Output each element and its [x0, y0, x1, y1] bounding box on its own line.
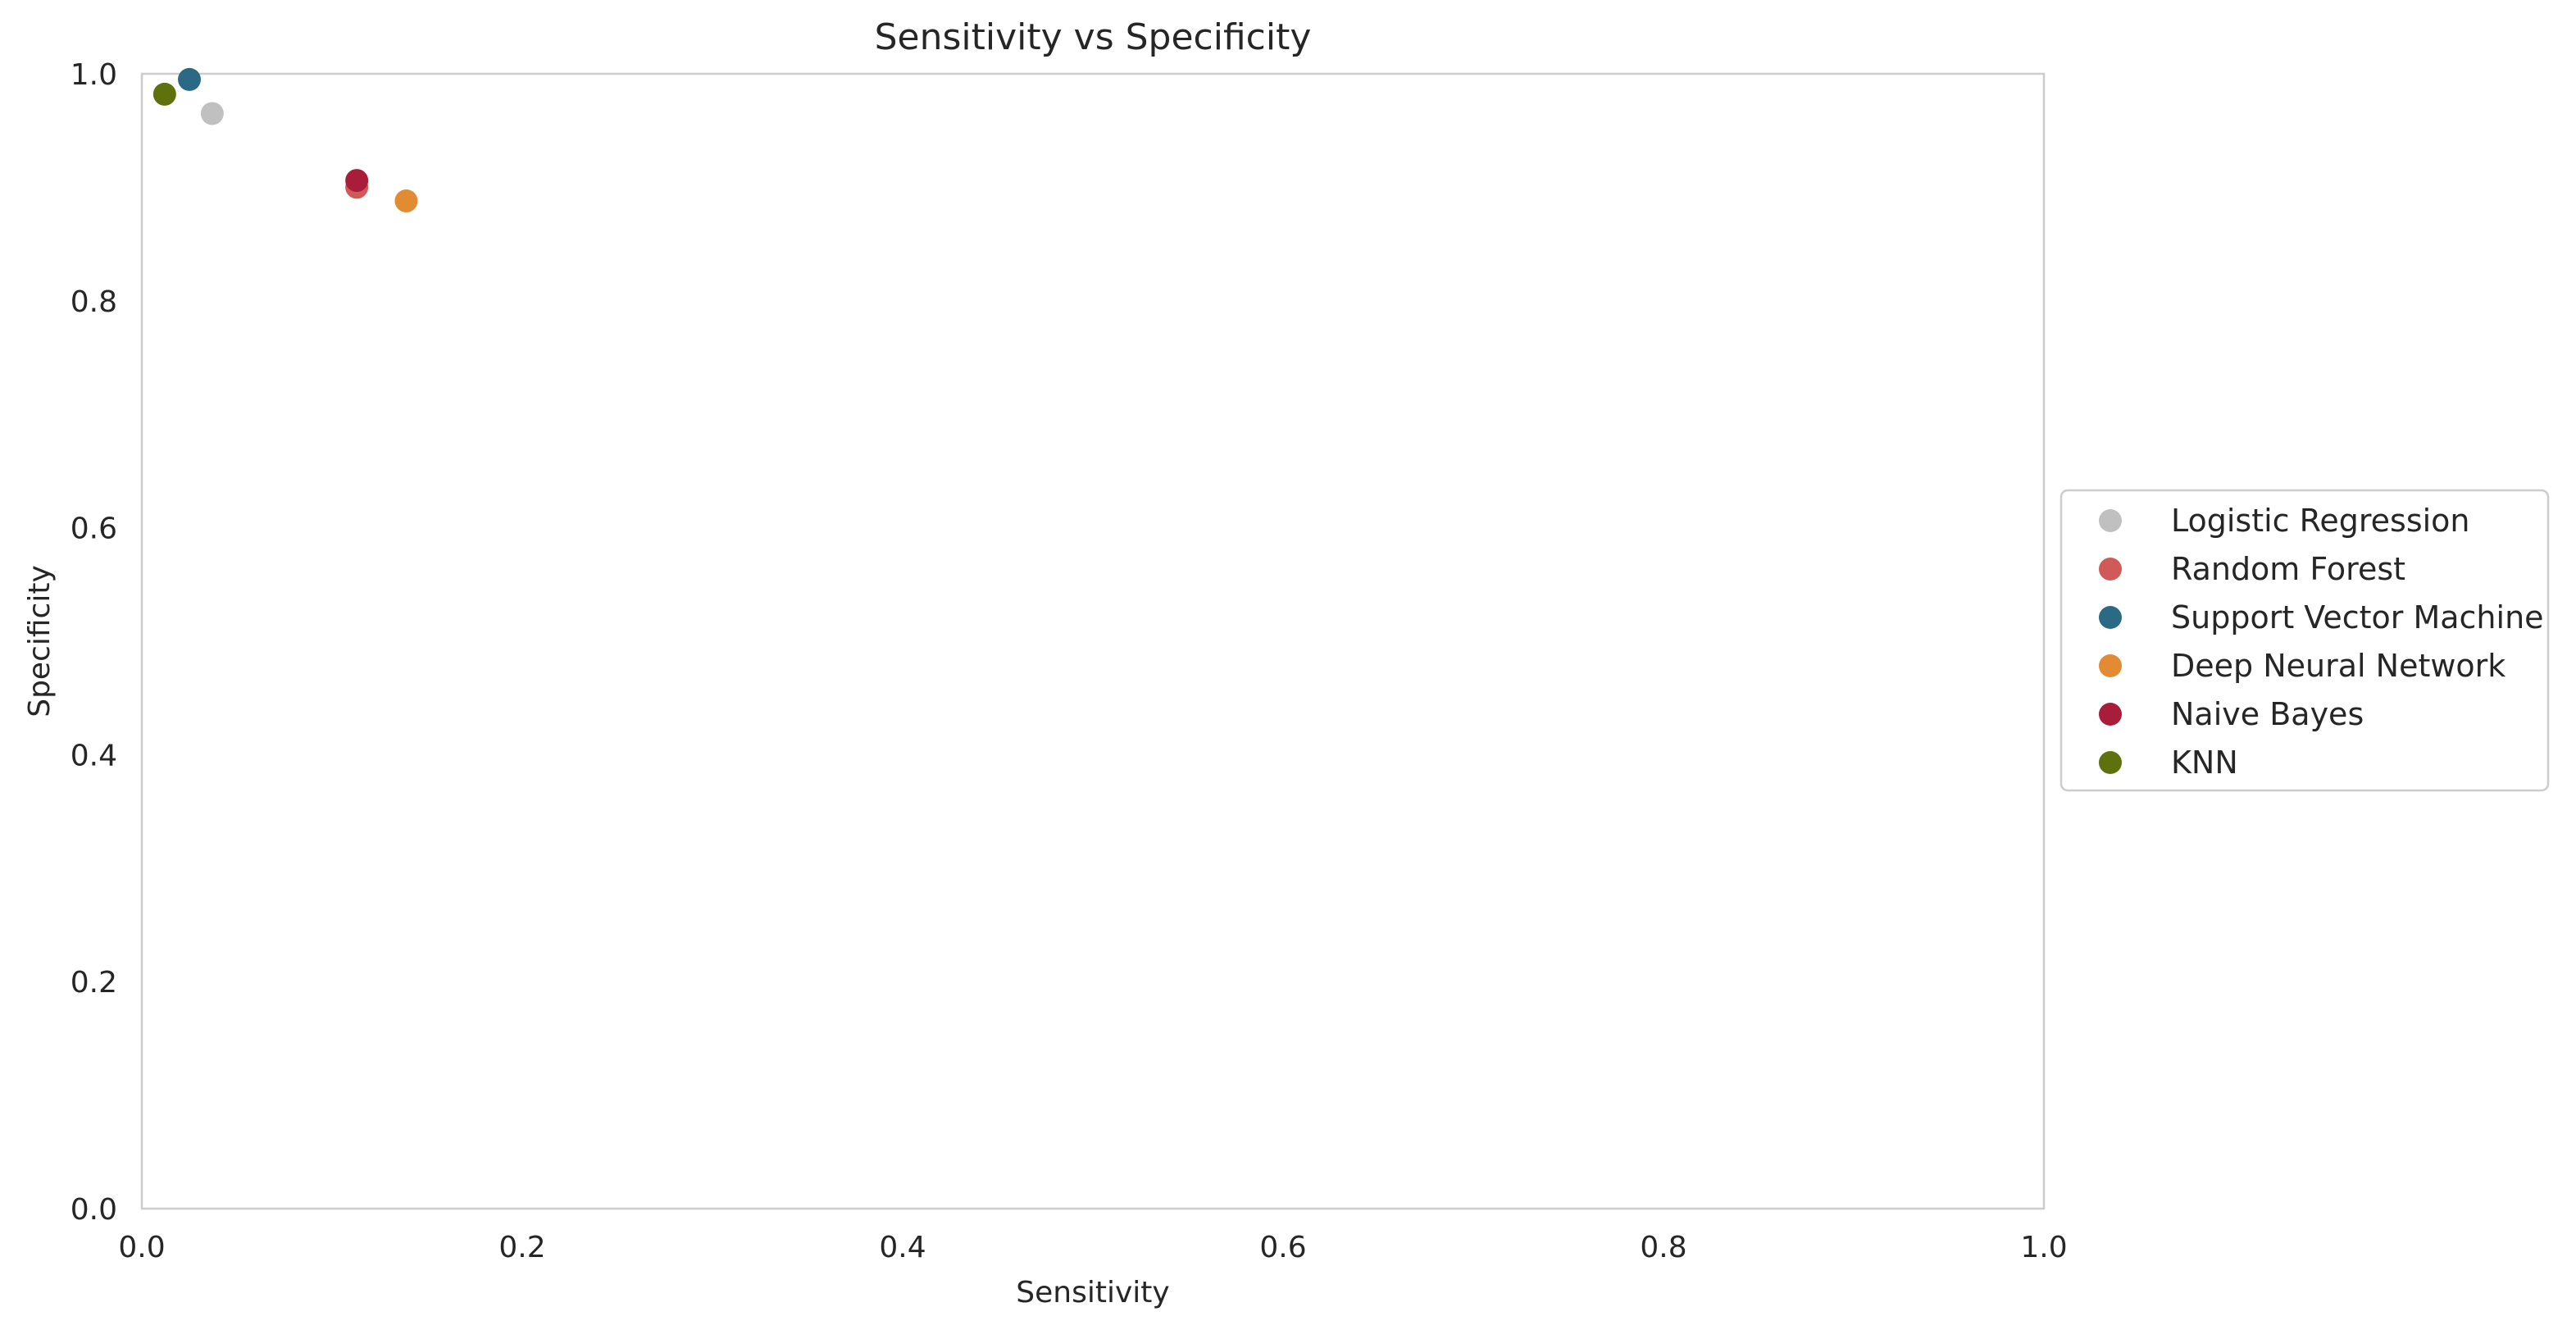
x-tick-label: 0.4 [879, 1231, 926, 1264]
y-tick-label: 0.6 [71, 512, 117, 546]
legend-label: Deep Neural Network [2171, 648, 2505, 684]
y-tick-label: 0.4 [71, 739, 117, 772]
x-axis-ticks: 0.0 0.2 0.4 0.6 0.8 1.0 [118, 1231, 2067, 1264]
legend-marker [2099, 509, 2122, 532]
chart-title: Sensitivity vs Specificity [875, 16, 1312, 58]
legend-label: Random Forest [2171, 551, 2405, 587]
x-tick-label: 0.2 [498, 1231, 545, 1264]
y-tick-label: 0.8 [71, 285, 117, 319]
x-tick-label: 1.0 [2020, 1231, 2067, 1264]
data-point [178, 67, 201, 91]
y-tick-label: 0.2 [71, 966, 117, 1000]
legend-label: KNN [2171, 745, 2238, 781]
data-point [345, 169, 369, 193]
x-tick-label: 0.8 [1640, 1231, 1686, 1264]
legend-marker [2099, 751, 2122, 774]
data-point [200, 102, 224, 125]
legend-marker [2099, 558, 2122, 581]
x-tick-label: 0.0 [118, 1231, 165, 1264]
legend-marker [2099, 703, 2122, 726]
legend-items: Logistic Regression Random Forest Support … [2099, 503, 2544, 781]
y-tick-label: 0.0 [71, 1193, 117, 1227]
legend-marker [2099, 606, 2122, 629]
data-points [152, 67, 418, 213]
y-axis-label: Specificity [23, 565, 57, 717]
data-point [394, 189, 418, 213]
legend-marker [2099, 654, 2122, 677]
legend: Logistic Regression Random Forest Support … [2059, 489, 2550, 792]
legend-label: Naive Bayes [2171, 696, 2364, 732]
legend-label: Support Vector Machine [2171, 599, 2544, 635]
data-point [152, 82, 176, 106]
legend-label: Logistic Regression [2171, 503, 2470, 539]
x-axis-label: Sensitivity [1016, 1276, 1169, 1309]
plot-area [140, 72, 2046, 1210]
legend-frame [2059, 489, 2550, 792]
y-axis-ticks: 0.0 0.2 0.4 0.6 0.8 1.0 [71, 58, 117, 1227]
x-tick-label: 0.6 [1259, 1231, 1306, 1264]
y-tick-label: 1.0 [71, 58, 117, 92]
